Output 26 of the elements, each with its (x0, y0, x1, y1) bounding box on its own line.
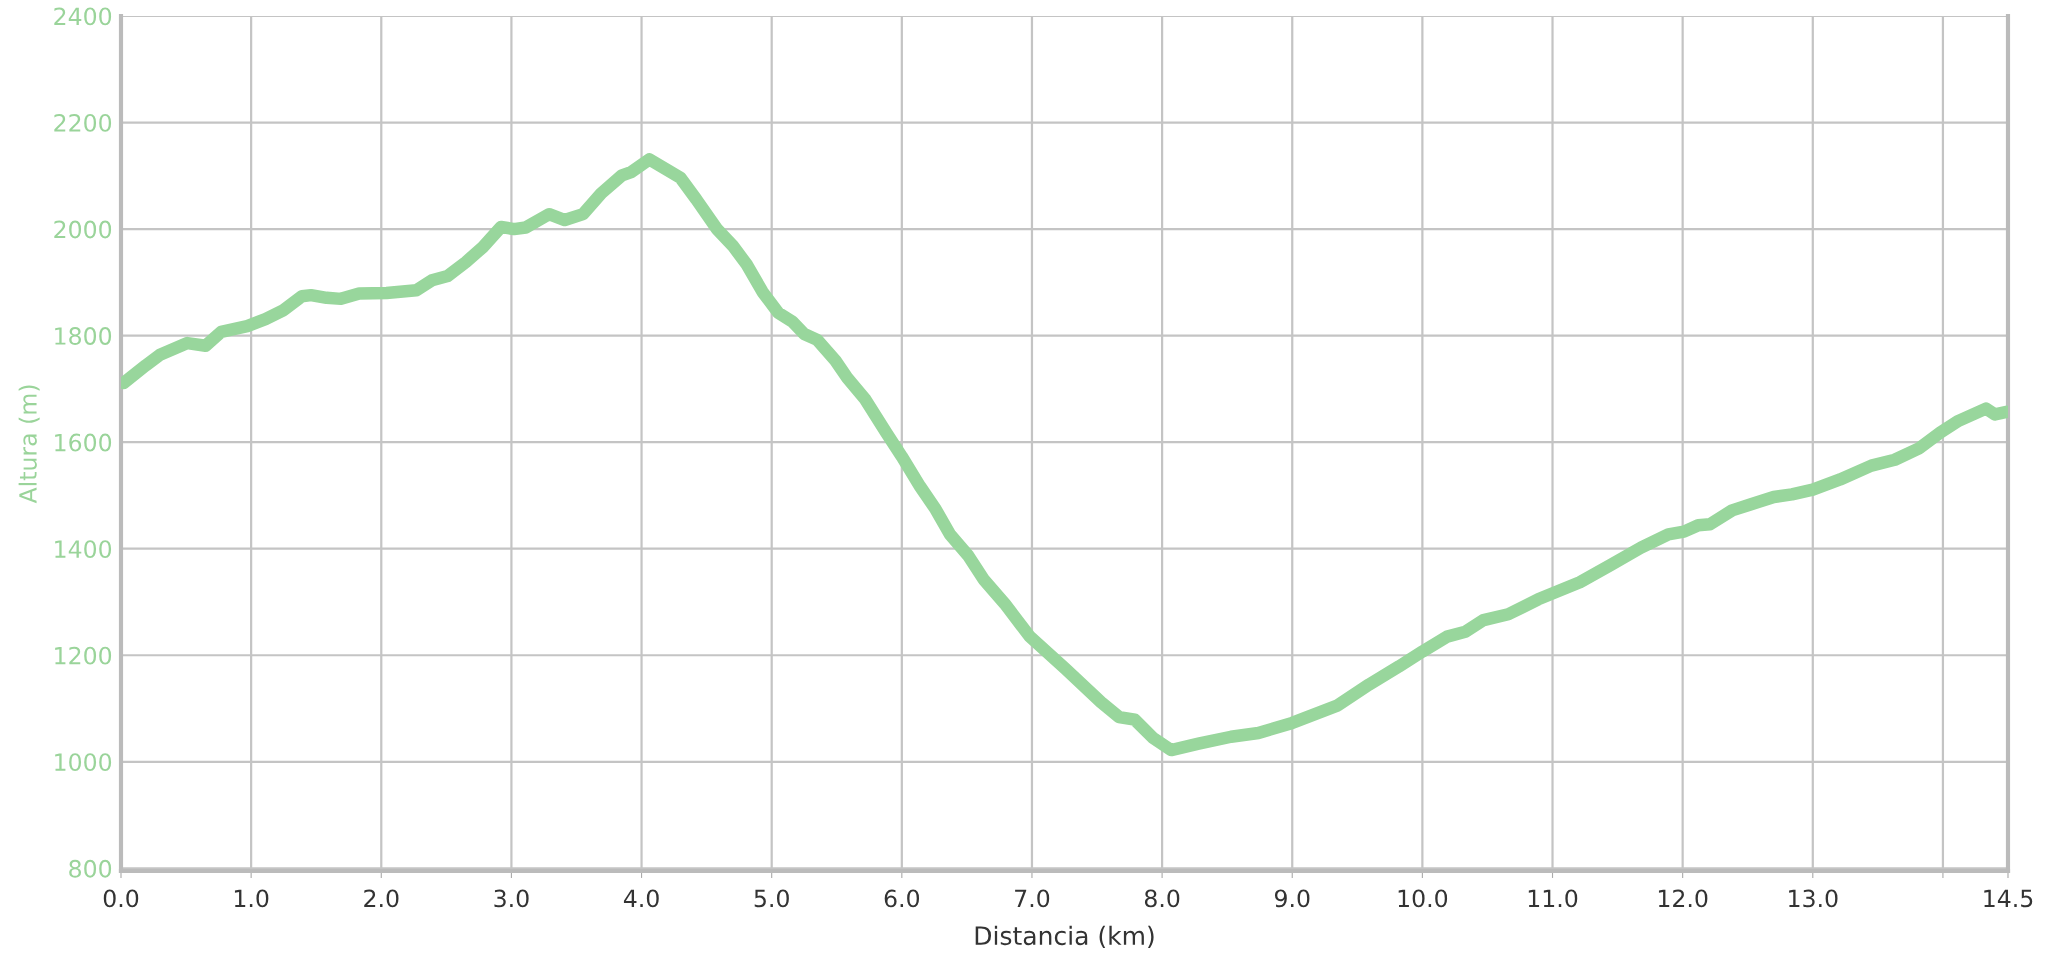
x-tick-label: 10.0 (1398, 889, 1448, 908)
x-tick-label: 7.0 (1015, 889, 1050, 908)
y-tick-label: 2400 (54, 7, 112, 26)
y-tick-label: 2000 (54, 220, 112, 239)
x-tick-label: 11.0 (1528, 889, 1578, 908)
x-tick-label: 1.0 (234, 889, 269, 908)
x-tick-label: 6.0 (884, 889, 920, 908)
y-tick-label: 1400 (55, 540, 112, 559)
y-tick-label: 1200 (55, 646, 112, 665)
y-tick-label: 1600 (55, 433, 112, 452)
x-tick-label: 12.0 (1658, 889, 1708, 908)
x-tick-label: 3.0 (494, 889, 529, 908)
x-axis-title: Distancia (km) (975, 925, 1154, 949)
x-tick-label: 4.0 (623, 889, 659, 908)
x-tick-label: 0.0 (103, 889, 139, 908)
x-tick-label: 5.0 (754, 889, 789, 908)
x-tick-label: 13.0 (1789, 889, 1838, 908)
y-tick-label: 2200 (54, 113, 112, 132)
x-tick-label: 14.5 (1984, 889, 2033, 908)
y-tick-label: 800 (69, 859, 112, 878)
y-tick-label: 1000 (55, 753, 112, 772)
y-tick-label: 1800 (55, 327, 112, 345)
x-tick-label: 9.0 (1274, 889, 1310, 908)
y-axis-title: Altura (m) (18, 385, 40, 504)
x-tick-label: 8.0 (1144, 889, 1180, 908)
x-tick-label: 2.0 (364, 889, 399, 908)
